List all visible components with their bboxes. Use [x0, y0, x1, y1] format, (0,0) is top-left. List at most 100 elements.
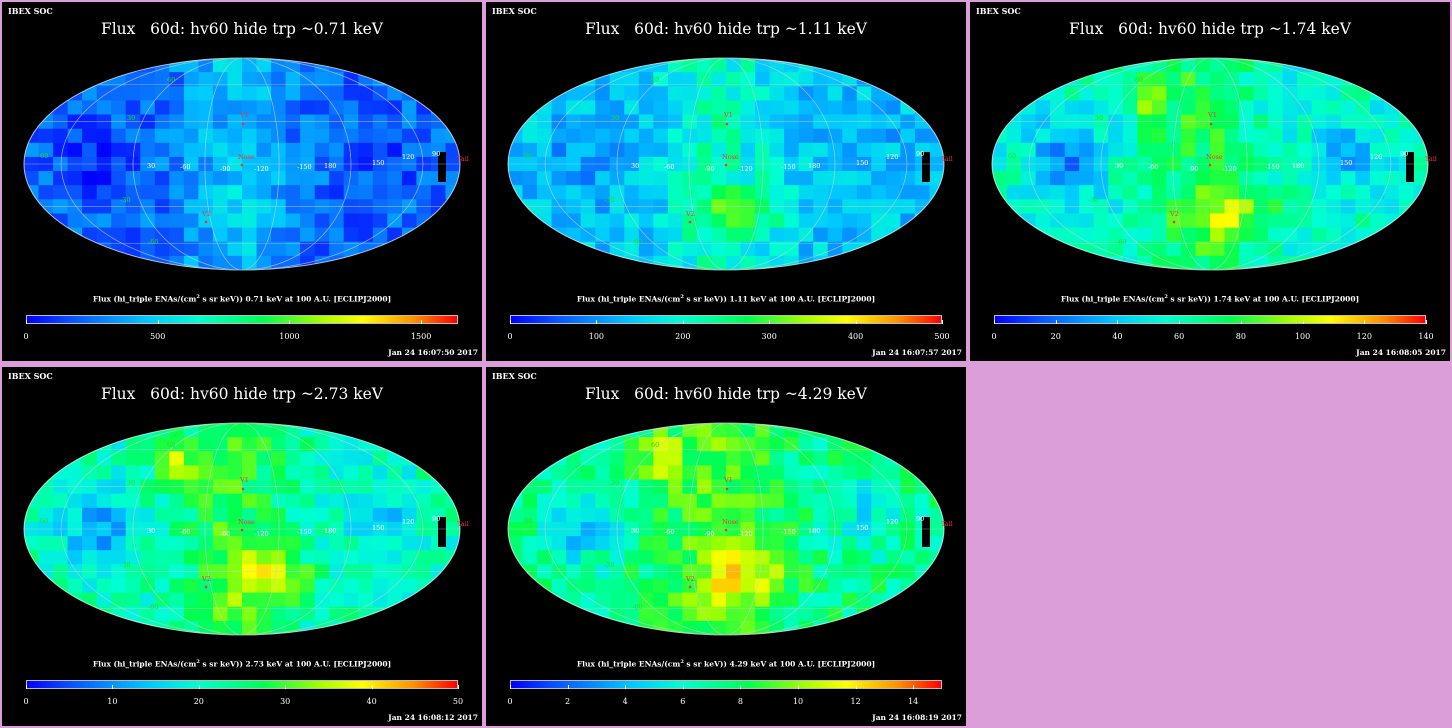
flux-pixel — [285, 213, 301, 229]
map-label: 30 — [1095, 114, 1103, 122]
flux-pixel — [711, 58, 727, 73]
flux-pixel — [711, 578, 727, 594]
flux-pixel — [653, 100, 669, 116]
flux-pixel — [537, 620, 553, 635]
flux-pixel — [696, 507, 712, 523]
flux-pixel — [285, 536, 301, 551]
flux-pixel — [682, 58, 698, 73]
marker-dot — [724, 163, 728, 167]
flux-pixel — [82, 507, 98, 523]
flux-pixel — [53, 142, 69, 158]
flux-pixel — [914, 451, 930, 466]
flux-pixel — [271, 592, 287, 608]
flux-pixel — [343, 592, 359, 608]
flux-pixel — [755, 241, 771, 257]
map-label: -60 — [632, 603, 642, 611]
flux-pixel — [1326, 100, 1342, 116]
flux-pixel — [445, 213, 460, 229]
flux-pixel — [856, 620, 872, 635]
flux-pixel — [154, 227, 170, 243]
flux-pixel — [198, 227, 214, 243]
flux-pixel — [96, 128, 112, 144]
flux-pixel — [992, 255, 1008, 270]
flux-pixel — [169, 142, 185, 158]
flux-pixel — [929, 479, 944, 495]
flux-pixel — [329, 578, 345, 594]
flux-pixel — [566, 437, 582, 452]
map-label: 60 — [1135, 76, 1143, 84]
map-label: 180 — [1292, 162, 1304, 170]
flux-pixel — [595, 241, 611, 257]
flux-pixel — [111, 100, 127, 116]
flux-pixel — [842, 423, 858, 438]
flux-pixel — [856, 423, 872, 438]
flux-pixel — [522, 451, 538, 466]
flux-pixel — [212, 255, 228, 270]
flux-pixel — [430, 72, 446, 87]
flux-pixel — [595, 606, 611, 622]
flux-pixel — [595, 536, 611, 551]
flux-pixel — [227, 142, 243, 158]
colorbar-tick-mark — [1426, 320, 1427, 324]
flux-pixel — [300, 451, 316, 466]
map-label: 90 — [1400, 150, 1408, 158]
flux-pixel — [813, 100, 829, 116]
flux-pixel — [726, 578, 742, 594]
flux-pixel — [387, 437, 403, 452]
flux-pixel — [358, 536, 374, 551]
flux-pixel — [67, 142, 83, 158]
colorbar-tick-label: 30 — [280, 697, 291, 706]
flux-pixel — [24, 72, 40, 87]
flux-pixel — [726, 142, 742, 158]
flux-pixel — [183, 86, 199, 101]
flux-pixel — [1239, 128, 1255, 144]
flux-pixel — [1137, 227, 1153, 243]
flux-pixel — [871, 72, 887, 87]
flux-pixel — [929, 185, 944, 200]
flux-pixel — [842, 142, 858, 158]
flux-pixel — [595, 493, 611, 509]
flux-pixel — [242, 241, 258, 257]
flux-pixel — [813, 423, 829, 438]
flux-pixel — [256, 451, 272, 466]
flux-pixel — [653, 578, 669, 594]
flux-pixel — [1210, 241, 1226, 257]
flux-pixel — [1413, 227, 1428, 243]
flux-pixel — [1340, 128, 1356, 144]
flux-pixel — [885, 578, 901, 594]
flux-pixel — [726, 493, 742, 509]
flux-pixel — [929, 451, 944, 466]
flux-pixel — [638, 536, 654, 551]
flux-pixel — [169, 620, 185, 635]
flux-pixel — [314, 550, 330, 565]
flux-pixel — [653, 620, 669, 635]
flux-pixel — [445, 72, 460, 87]
map-label: 30 — [1115, 162, 1123, 170]
colorbar-tick-mark — [371, 685, 373, 689]
flux-pixel — [537, 72, 553, 87]
flux-pixel — [82, 171, 98, 186]
flux-pixel — [508, 536, 524, 551]
flux-pixel — [183, 493, 199, 509]
flux-pixel — [580, 507, 596, 523]
flux-pixel — [1224, 185, 1240, 200]
flux-pixel — [696, 171, 712, 186]
flux-pixel — [285, 227, 301, 243]
flux-pixel — [1384, 72, 1400, 87]
flux-pixel — [1268, 100, 1284, 116]
flux-pixel — [842, 493, 858, 509]
flux-pixel — [300, 465, 316, 481]
flux-pixel — [242, 465, 258, 481]
flux-pixel — [271, 128, 287, 144]
flux-pixel — [125, 536, 141, 551]
colorbar-title: Flux (hi_triple ENAs/(cm2 s sr keV)) 1.1… — [576, 294, 876, 304]
flux-pixel — [653, 465, 669, 481]
flux-pixel — [1064, 86, 1080, 101]
colorbar-tick-mark — [26, 320, 27, 324]
flux-pixel — [667, 578, 683, 594]
colorbar — [994, 315, 1426, 324]
flux-pixel — [401, 128, 417, 144]
flux-pixel — [1398, 213, 1414, 229]
